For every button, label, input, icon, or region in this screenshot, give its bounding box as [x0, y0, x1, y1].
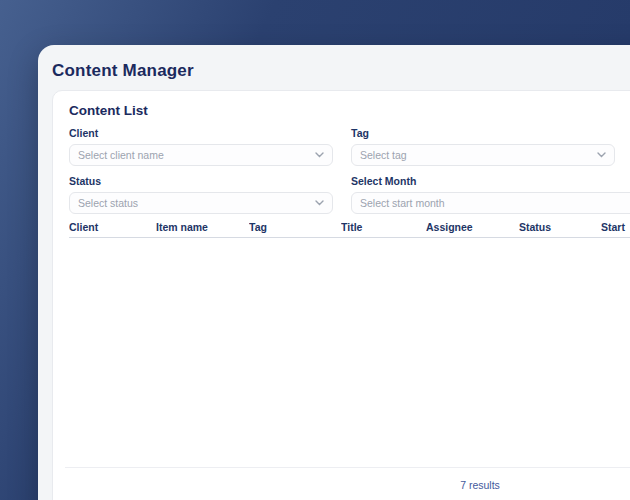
- filter-bar: Client Select client name Tag Select tag…: [69, 127, 630, 214]
- chevron-down-icon: [315, 152, 324, 158]
- column-header-status: Status: [519, 221, 601, 233]
- filter-tag: Tag Select tag: [351, 127, 615, 166]
- chevron-down-icon: [597, 152, 606, 158]
- tag-select-placeholder: Select tag: [360, 149, 407, 161]
- page-title: Content Manager: [52, 61, 194, 81]
- filter-status: Status Select status: [69, 175, 333, 214]
- app-background: Content Manager Content List Client Sele…: [0, 0, 630, 500]
- filter-month-label: Select Month: [351, 175, 630, 187]
- client-select[interactable]: Select client name: [69, 144, 333, 166]
- column-header-tag: Tag: [249, 221, 341, 233]
- panel-title: Content List: [69, 103, 630, 118]
- filter-tag-label: Tag: [351, 127, 615, 139]
- content-table: ClientItem nameTagTitleAssigneeStatusSta…: [69, 217, 630, 238]
- filter-status-label: Status: [69, 175, 333, 187]
- column-header-title: Title: [341, 221, 426, 233]
- results-count: 7 results: [460, 479, 500, 491]
- content-list-panel: Content List Client Select client name T…: [52, 90, 630, 500]
- status-select-placeholder: Select status: [78, 197, 138, 209]
- table-footer: 7 results: [65, 467, 630, 493]
- column-header-start: Start: [601, 221, 630, 233]
- tag-select[interactable]: Select tag: [351, 144, 615, 166]
- content-manager-window: Content Manager Content List Client Sele…: [38, 45, 630, 500]
- status-select[interactable]: Select status: [69, 192, 333, 214]
- client-select-placeholder: Select client name: [78, 149, 164, 161]
- month-select[interactable]: Select start month: [351, 192, 630, 214]
- month-select-placeholder: Select start month: [360, 197, 445, 209]
- table-header-row: ClientItem nameTagTitleAssigneeStatusSta…: [69, 217, 630, 238]
- column-header-assignee: Assignee: [426, 221, 519, 233]
- filter-month: Select Month Select start month: [351, 175, 630, 214]
- filter-client-label: Client: [69, 127, 333, 139]
- chevron-down-icon: [315, 200, 324, 206]
- column-header-client: Client: [69, 221, 156, 233]
- column-header-item-name: Item name: [156, 221, 249, 233]
- filter-client: Client Select client name: [69, 127, 333, 166]
